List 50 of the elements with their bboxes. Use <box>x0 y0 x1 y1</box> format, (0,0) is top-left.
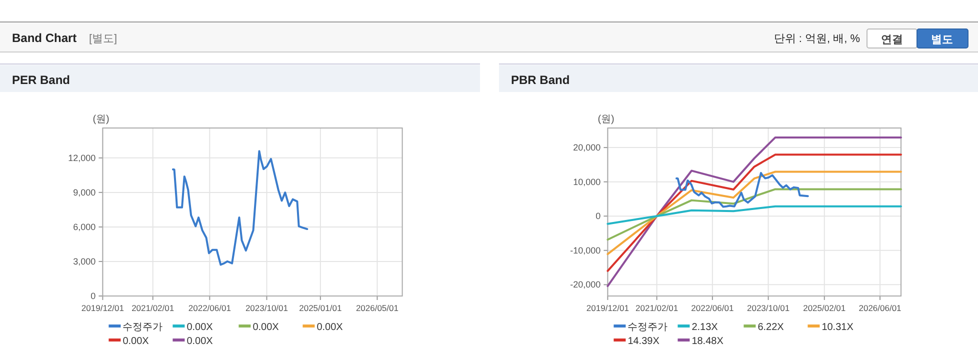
text: [별도] <box>89 33 118 45</box>
y-axis-title: (원) <box>92 114 110 125</box>
x-tick-label: 2023/10/01 <box>747 303 790 313</box>
line-series <box>676 172 809 208</box>
legend-label: 수정주가 <box>628 322 668 333</box>
chart-title: PBR Band <box>511 73 570 87</box>
y-tick-label: 0 <box>90 291 96 301</box>
legend-label: 0.00X <box>186 322 214 333</box>
legend-label: 10.31X <box>822 322 854 333</box>
y-tick-label: 12,000 <box>68 152 96 163</box>
line-series <box>606 154 902 272</box>
y-tick-label: 3,000 <box>73 256 96 266</box>
x-tick-label: 2023/10/01 <box>245 303 288 313</box>
x-tick-label: 2026/05/01 <box>356 303 399 313</box>
x-tick-label: 2025/01/01 <box>299 303 342 313</box>
x-tick-label: 2021/02/01 <box>636 303 678 313</box>
line-series <box>606 136 902 288</box>
text: 연결 <box>881 34 903 46</box>
chart-title: PER Band <box>12 73 70 87</box>
legend-label: 6.22X <box>758 322 784 333</box>
y-axis-title: (원) <box>598 114 614 125</box>
legend-label: 0.00X <box>186 336 214 347</box>
text: 단위 : 억원, 배, % <box>774 33 860 45</box>
legend-label: 18.48X <box>692 336 724 347</box>
x-tick-label: 2022/06/01 <box>188 303 232 313</box>
y-tick-label: 0 <box>596 211 601 222</box>
legend-label: 0.00X <box>122 336 150 347</box>
x-tick-label: 2019/12/01 <box>586 303 630 313</box>
line-series <box>606 205 902 225</box>
x-tick-label: 2026/06/01 <box>858 303 902 313</box>
line-series <box>172 150 308 266</box>
y-tick-label: 20,000 <box>573 142 601 153</box>
x-tick-label: 2022/06/01 <box>691 303 734 313</box>
y-tick-label: -10,000 <box>570 245 601 256</box>
line-series <box>606 170 902 256</box>
y-tick-label: 6,000 <box>73 222 96 232</box>
y-tick-label: 10,000 <box>573 176 601 187</box>
y-tick-label: -20,000 <box>570 280 601 290</box>
x-tick-label: 2021/02/01 <box>132 303 174 313</box>
text: Band Chart <box>12 31 77 45</box>
legend-label: 0.00X <box>316 322 344 333</box>
text: 별도 <box>931 34 953 46</box>
x-tick-label: 2019/12/01 <box>81 303 124 313</box>
y-tick-label: 9,000 <box>73 187 96 198</box>
legend-label: 2.13X <box>692 322 718 333</box>
legend-label: 0.00X <box>252 322 280 333</box>
x-tick-label: 2025/02/01 <box>803 303 846 313</box>
legend-label: 수정주가 <box>122 322 163 333</box>
line-series <box>606 188 902 241</box>
legend-label: 14.39X <box>628 336 660 347</box>
